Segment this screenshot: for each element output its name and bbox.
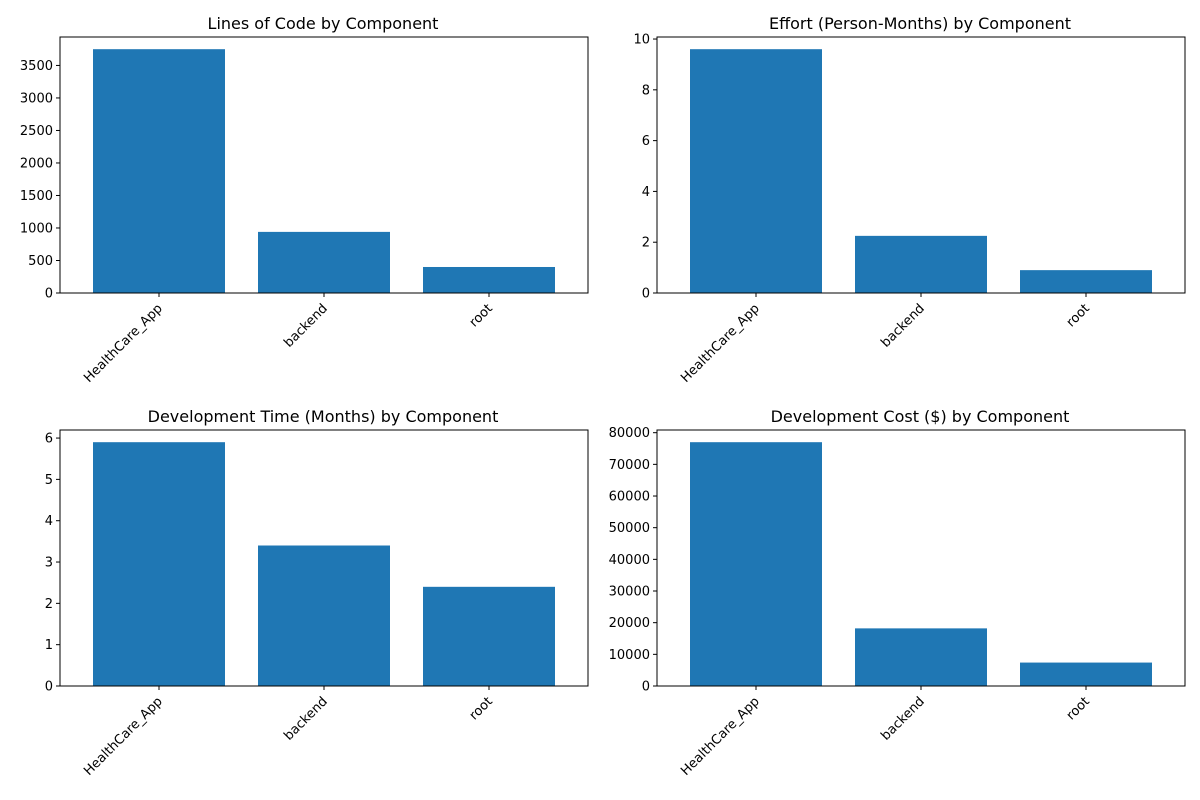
y-tick-label: 2500 [20, 124, 53, 139]
x-tick-label: backend [878, 301, 927, 350]
y-tick-label: 0 [642, 680, 650, 695]
bar-healthcare-app [690, 49, 822, 293]
bar-healthcare-app [93, 442, 225, 686]
x-tick-label: HealthCare_App [81, 301, 166, 386]
bar-healthcare-app [690, 442, 822, 686]
y-tick-label: 3500 [20, 59, 53, 74]
bar-healthcare-app [93, 49, 225, 293]
bar-root [423, 266, 555, 293]
bar-group [93, 442, 555, 686]
y-tick-label: 20000 [609, 616, 650, 631]
x-tick-label: root [1064, 301, 1093, 330]
y-tick-label: 60000 [609, 490, 650, 505]
x-tick-label: backend [878, 694, 927, 743]
x-tick-label: root [467, 301, 496, 330]
bar-root [1020, 270, 1152, 293]
chart-panel-development-cost: Development Cost ($) by Component 0 10000… [609, 407, 1186, 779]
bar-group [690, 442, 1152, 686]
y-tick-label: 10000 [609, 648, 650, 663]
chart-title: Lines of Code by Component [208, 14, 439, 33]
chart-title: Development Time (Months) by Component [148, 407, 499, 426]
y-tick-label: 0 [45, 680, 53, 695]
x-tick-label: HealthCare_App [678, 694, 763, 779]
bar-backend [855, 235, 987, 293]
x-tick-label: backend [281, 694, 330, 743]
y-tick-label: 70000 [609, 458, 650, 473]
y-tick-label: 4 [642, 185, 650, 200]
chart-title: Development Cost ($) by Component [771, 407, 1070, 426]
y-tick-label: 30000 [609, 585, 650, 600]
y-tick-label: 6 [45, 432, 53, 447]
y-tick-label: 40000 [609, 553, 650, 568]
y-tick-label: 4 [45, 514, 53, 529]
y-tick-label: 2 [642, 236, 650, 251]
chart-panel-lines-of-code: Lines of Code by Component 0 500 1000 1500 2… [20, 14, 589, 386]
y-tick-label: 10 [633, 33, 650, 48]
chart-panel-effort: Effort (Person-Months) by Component 0 2 4 6… [633, 14, 1186, 386]
y-tick-label: 500 [28, 254, 53, 269]
bar-group [690, 49, 1152, 293]
chart-panel-development-time: Development Time (Months) by Component 0… [45, 407, 589, 779]
bar-backend [258, 231, 390, 293]
bar-group [93, 49, 555, 293]
bar-root [1020, 662, 1152, 686]
y-tick-label: 2 [45, 597, 53, 612]
bar-root [423, 586, 555, 686]
y-tick-label: 5 [45, 473, 53, 488]
bar-backend [855, 628, 987, 686]
y-tick-label: 3000 [20, 91, 53, 106]
x-tick-label: HealthCare_App [678, 301, 763, 386]
y-tick-label: 1000 [20, 221, 53, 236]
y-tick-label: 8 [642, 83, 650, 98]
bar-backend [258, 545, 390, 686]
x-tick-label: HealthCare_App [81, 694, 166, 779]
x-tick-label: root [1064, 694, 1093, 723]
y-tick-label: 50000 [609, 521, 650, 536]
chart-title: Effort (Person-Months) by Component [769, 14, 1071, 33]
y-tick-label: 6 [642, 134, 650, 149]
y-tick-label: 2000 [20, 156, 53, 171]
y-tick-label: 3 [45, 556, 53, 571]
x-tick-label: backend [281, 301, 330, 350]
y-tick-label: 0 [45, 287, 53, 302]
y-tick-label: 1500 [20, 189, 53, 204]
y-tick-label: 1 [45, 638, 53, 653]
y-tick-label: 0 [642, 287, 650, 302]
y-tick-label: 80000 [609, 426, 650, 441]
x-tick-label: root [467, 694, 496, 723]
